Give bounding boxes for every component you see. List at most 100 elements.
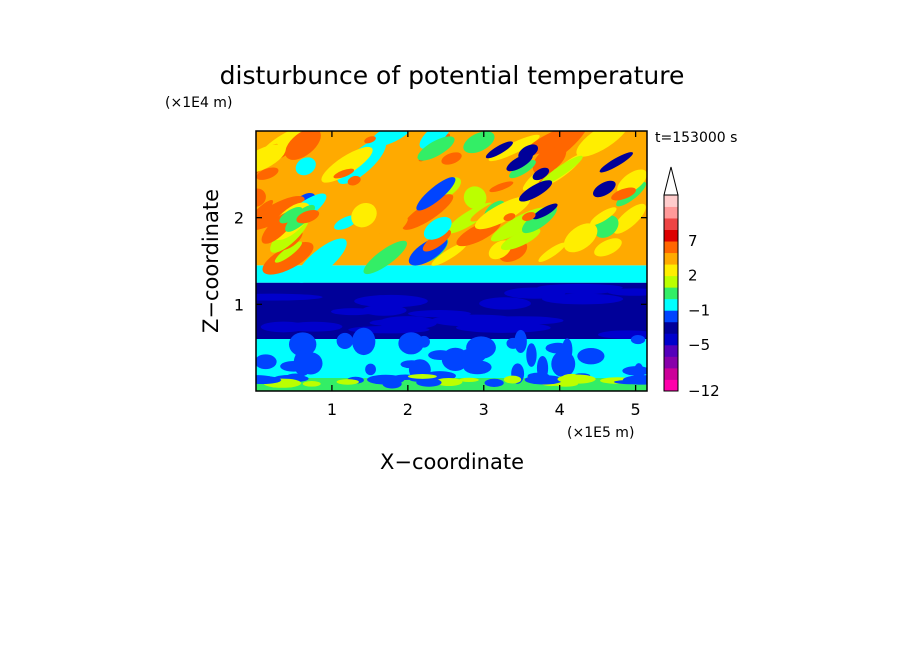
contour-blob: [539, 155, 583, 187]
y-tick-label: 1: [234, 295, 244, 314]
x-tick-label: 1: [327, 400, 337, 419]
x-tick-label: 5: [631, 400, 641, 419]
contour-blob: [363, 240, 408, 275]
contour-blob: [435, 377, 463, 387]
contour-blob: [295, 157, 316, 176]
contour-blob: [370, 131, 414, 147]
contour-blob: [622, 366, 647, 376]
colorbar-swatch: [664, 310, 678, 323]
contour-blob: [532, 203, 558, 220]
contour-blob: [611, 187, 636, 201]
contour-blob: [526, 343, 537, 367]
colorbar-swatch: [664, 333, 678, 346]
contour-blob: [256, 293, 323, 301]
x-axis-label: X−coordinate: [380, 450, 524, 474]
contour-blob: [590, 207, 617, 226]
contour-blob: [563, 223, 598, 253]
contour-blob: [262, 241, 314, 275]
contour-blob: [474, 196, 531, 230]
contour-blob: [485, 141, 513, 159]
contour-blob: [532, 144, 567, 175]
y-unit-label: (×1E4 m): [165, 95, 232, 111]
contour-blob: [592, 180, 616, 198]
y-axis-label: Z−coordinate: [199, 189, 223, 333]
x-tick-label: 3: [479, 400, 489, 419]
contour-blob: [299, 352, 323, 375]
contour-blob: [374, 217, 408, 245]
contour-blob: [419, 131, 451, 149]
contour-blob: [295, 238, 347, 283]
contour-blob: [321, 146, 373, 183]
colorbar-swatch: [664, 275, 678, 288]
contour-blob: [417, 136, 455, 161]
x-axis-ticks: 1 2 3 4 5: [327, 131, 641, 419]
colorbar-swatch: [664, 356, 678, 369]
colorbar-tick-label: 7: [688, 232, 698, 250]
contour-blob: [347, 175, 361, 186]
colorbar-swatch: [664, 241, 678, 254]
time-label: t=153000 s: [655, 130, 737, 146]
contour-blob: [274, 241, 302, 263]
contour-blob: [407, 374, 437, 379]
y-axis-ticks: 12: [234, 209, 647, 314]
contour-blob: [509, 159, 536, 179]
layer-band: [256, 265, 647, 283]
contour-blob: [352, 327, 376, 356]
contour-blob: [607, 288, 647, 296]
colorbar-swatch: [664, 264, 678, 277]
colorbar-tick-label: −12: [688, 382, 720, 400]
contour-blob: [541, 293, 624, 305]
contour-blob: [369, 319, 425, 327]
contour-blob: [522, 212, 536, 221]
colorbar-swatch: [664, 344, 678, 357]
contour-blob: [617, 169, 647, 195]
chart-title: disturbunce of potential temperature: [220, 61, 685, 90]
contour-blob: [456, 322, 551, 333]
contour-blob: [597, 330, 647, 339]
contour-blob: [504, 287, 566, 299]
contour-blob: [423, 216, 452, 240]
contour-blob: [256, 375, 275, 383]
plot-frame: [255, 130, 648, 392]
contour-blob: [458, 377, 479, 382]
x-tick-label: 4: [555, 400, 565, 419]
contour-blob: [408, 310, 471, 318]
contour-blob: [417, 335, 430, 348]
y-tick-label: 2: [234, 209, 244, 228]
contour-blob: [599, 152, 634, 173]
contour-blob: [285, 131, 321, 160]
x-tick-label: 2: [403, 400, 413, 419]
contour-blob: [351, 202, 377, 228]
contour-blob: [365, 363, 376, 376]
contour-blob: [613, 203, 646, 234]
contour-blob: [288, 332, 317, 357]
contour-blob: [545, 342, 571, 354]
colorbar-swatch: [664, 298, 678, 311]
x-unit-label: (×1E5 m): [567, 425, 634, 441]
contour-blob: [416, 177, 456, 211]
contour-blob: [463, 360, 492, 375]
contour-blob: [354, 294, 428, 308]
contour-blob: [256, 354, 277, 370]
contour-blob: [302, 381, 321, 387]
colorbar-tick-label: −5: [688, 336, 710, 354]
contour-blob: [562, 373, 581, 381]
contour-blob: [630, 334, 646, 345]
contour-blob: [489, 181, 514, 193]
colorbar-swatch: [664, 287, 678, 300]
contour-blob: [488, 134, 540, 162]
contour-blob: [594, 238, 622, 257]
contour-blob: [256, 144, 286, 174]
colorbar-swatch: [664, 367, 678, 380]
contour-blob: [364, 136, 376, 144]
contour-blob: [532, 167, 550, 181]
contour-blob: [431, 242, 467, 266]
contour-field: [256, 131, 647, 391]
contour-blob: [422, 229, 452, 252]
colorbar: [663, 166, 679, 392]
contour-blob: [524, 375, 564, 385]
contour-blob: [256, 167, 279, 180]
colorbar-swatch: [664, 229, 678, 242]
colorbar-tick-labels: 7 2 −1 −5 −12: [688, 232, 720, 400]
